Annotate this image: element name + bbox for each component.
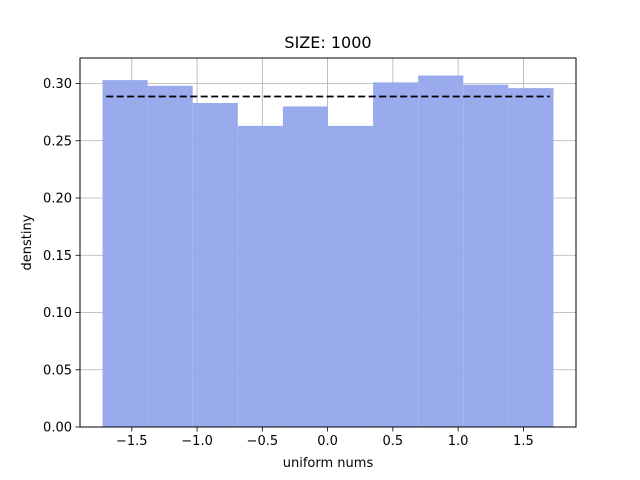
- x-tick-label: 0.5: [383, 434, 404, 449]
- histogram-bar: [508, 88, 554, 427]
- histogram-bar: [237, 125, 283, 427]
- y-tick-label: 0.25: [43, 134, 72, 149]
- histogram-bar: [418, 75, 464, 427]
- chart-title: SIZE: 1000: [284, 33, 371, 52]
- y-tick-label: 0.00: [43, 421, 72, 436]
- histogram-bar: [373, 82, 419, 427]
- histogram-bar: [282, 106, 328, 427]
- bars: [102, 75, 554, 427]
- x-axis-label: uniform nums: [283, 456, 374, 471]
- y-axis-label: denstiny: [20, 214, 35, 270]
- y-tick-label: 0.30: [43, 77, 72, 92]
- x-tick-label: 1.0: [448, 434, 469, 449]
- x-tick-label: −1.0: [181, 434, 213, 449]
- histogram-bar: [102, 80, 148, 427]
- x-tick-label: 0.0: [317, 434, 338, 449]
- y-tick-label: 0.05: [43, 363, 72, 378]
- histogram-bar: [192, 102, 238, 427]
- x-tick-label: 1.5: [513, 434, 534, 449]
- histogram-bar: [328, 125, 374, 427]
- x-tick-label: −1.5: [116, 434, 148, 449]
- y-tick-label: 0.15: [43, 249, 72, 264]
- x-tick-label: −0.5: [247, 434, 279, 449]
- y-tick-label: 0.20: [43, 192, 72, 207]
- ticks: −1.5 −1.0 −0.5 0.0 0.5 1.0 1.5 0.00 0.05 0.10 0.15…: [43, 77, 534, 449]
- histogram-bar: [463, 84, 509, 427]
- y-tick-label: 0.10: [43, 306, 72, 321]
- histogram-bar: [147, 85, 193, 427]
